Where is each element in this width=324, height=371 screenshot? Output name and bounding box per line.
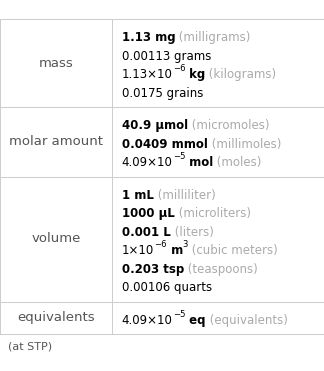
Text: equivalents: equivalents [17, 311, 95, 324]
Text: 4.09×10: 4.09×10 [122, 314, 173, 327]
Text: (teaspoons): (teaspoons) [184, 263, 258, 276]
Text: 1000 μL: 1000 μL [122, 207, 175, 220]
Text: 1×10: 1×10 [122, 244, 154, 257]
Text: eq: eq [185, 314, 206, 327]
Text: mass: mass [39, 56, 73, 69]
Text: (equivalents): (equivalents) [206, 314, 287, 327]
Text: (millimoles): (millimoles) [208, 138, 281, 151]
Text: −5: −5 [173, 310, 185, 319]
Text: (milligrams): (milligrams) [175, 32, 251, 45]
Text: 0.203 tsp: 0.203 tsp [122, 263, 184, 276]
Text: volume: volume [31, 233, 81, 246]
Text: 0.001 L: 0.001 L [122, 226, 170, 239]
Text: (micromoles): (micromoles) [188, 119, 269, 132]
Text: 1.13×10: 1.13×10 [122, 68, 173, 81]
Bar [0, 19, 324, 334]
Text: (moles): (moles) [214, 157, 262, 170]
Text: 3: 3 [183, 240, 188, 249]
Text: 0.00113 grams: 0.00113 grams [122, 50, 211, 63]
Text: 40.9 μmol: 40.9 μmol [122, 119, 188, 132]
Text: 0.0175 grains: 0.0175 grains [122, 87, 203, 100]
Text: −6: −6 [154, 240, 167, 249]
Text: 4.09×10: 4.09×10 [122, 157, 173, 170]
Text: mol: mol [185, 157, 214, 170]
Text: −5: −5 [173, 152, 185, 161]
Text: 0.00106 quarts: 0.00106 quarts [122, 282, 212, 295]
Text: (microliters): (microliters) [175, 207, 250, 220]
Text: (cubic meters): (cubic meters) [188, 244, 278, 257]
Text: kg: kg [185, 68, 205, 81]
Text: (kilograms): (kilograms) [205, 68, 276, 81]
Text: molar amount: molar amount [9, 135, 103, 148]
Text: 1 mL: 1 mL [122, 189, 154, 202]
Text: (liters): (liters) [170, 226, 214, 239]
Text: (milliliter): (milliliter) [154, 189, 215, 202]
Text: m: m [167, 244, 183, 257]
Text: (at STP): (at STP) [8, 341, 52, 351]
Text: 1.13 mg: 1.13 mg [122, 32, 175, 45]
Text: 0.0409 mmol: 0.0409 mmol [122, 138, 208, 151]
Text: −6: −6 [173, 65, 185, 73]
